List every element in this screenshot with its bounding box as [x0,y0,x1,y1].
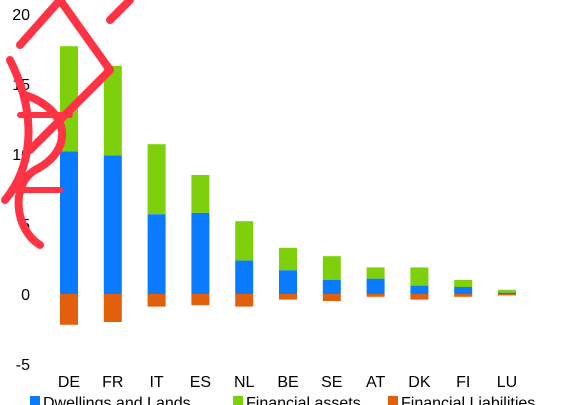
x-category-label: NL [234,374,255,391]
bar-be-financial-liabilities [279,294,297,300]
bars [60,46,516,325]
legend-swatch [30,396,40,405]
bar-it-financial-liabilities [147,294,166,307]
y-tick-label: 10 [12,147,30,164]
legend-label: Financial Liabilities [401,395,535,405]
legend-swatch [388,396,398,405]
bar-fr-dwellings-and-lands [103,155,122,294]
bar-lu-financial-assets [498,289,516,293]
x-category-label: SE [321,374,342,391]
bar-at-dwellings-and-lands [366,278,385,294]
bar-es-financial-liabilities [191,294,210,306]
x-category-label: IT [149,374,163,391]
y-tick-label: 15 [12,77,30,94]
bar-nl-financial-assets [235,221,254,261]
bar-fr-financial-liabilities [103,294,122,322]
bar-nl-financial-liabilities [235,294,254,307]
bar-fr-financial-assets [103,65,122,156]
bar-dk-dwellings-and-lands [410,285,429,294]
bar-be-dwellings-and-lands [279,270,297,294]
bar-se-financial-liabilities [322,294,341,301]
bar-nl-dwellings-and-lands [235,260,254,294]
bar-de-financial-assets [60,46,78,152]
bar-it-dwellings-and-lands [147,214,166,294]
x-category-label: AT [366,374,385,391]
bar-be-financial-assets [279,247,297,271]
bar-at-financial-assets [366,267,385,279]
x-category-label: FR [102,374,123,391]
y-axis-ticks: 20 15 10 5 0 -5 [12,7,30,374]
bar-at-financial-liabilities [366,294,385,297]
legend-label: Dwellings and Lands [43,395,191,405]
x-category-label: FI [456,374,470,391]
x-category-label: BE [277,374,298,391]
bar-se-dwellings-and-lands [322,280,341,294]
bar-fi-financial-assets [454,280,473,287]
y-tick-label: 0 [21,287,30,304]
y-tick-label: -5 [16,357,30,374]
bar-fi-dwellings-and-lands [454,287,473,294]
y-tick-label: 20 [12,7,30,24]
bar-es-dwellings-and-lands [191,212,210,294]
bar-de-financial-liabilities [60,294,78,325]
bar-dk-financial-liabilities [410,294,429,300]
bar-dk-financial-assets [410,267,429,286]
bar-es-financial-assets [191,175,210,213]
bar-lu-financial-liabilities [498,294,516,296]
bar-se-financial-assets [322,256,341,280]
legend-swatch [233,396,243,405]
legend: Dwellings and Lands Financial assets Finan… [30,395,535,405]
bar-lu-dwellings-and-lands [498,292,516,294]
bar-fi-financial-liabilities [454,294,473,297]
x-category-label: DK [408,374,431,391]
bar-de-dwellings-and-lands [60,151,78,294]
bar-it-financial-assets [147,144,166,215]
x-axis-categories: DE FR IT ES NL BE SE AT DK FI LU [58,374,517,391]
x-category-label: DE [58,374,80,391]
y-tick-label: 5 [21,217,30,234]
legend-label: Financial assets [246,395,361,405]
x-category-label: ES [190,374,211,391]
x-category-label: LU [497,374,517,391]
